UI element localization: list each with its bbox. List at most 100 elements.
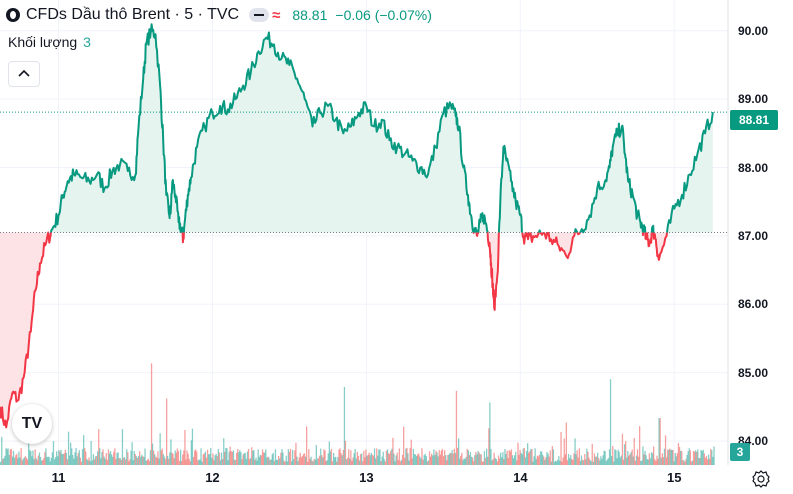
volume-bar: [491, 460, 493, 465]
volume-bar: [20, 448, 22, 465]
volume-bar: [387, 453, 390, 465]
volume-bar: [627, 451, 629, 465]
volume-bar: [642, 446, 644, 465]
volume-bar: [114, 448, 116, 465]
volume-bar: [609, 379, 612, 465]
volume-bar: [123, 457, 126, 465]
volume-bar: [593, 453, 596, 465]
volume-bar: [575, 454, 577, 465]
line-below-baseline: [475, 232, 479, 237]
volume-bar: [557, 459, 559, 465]
volume-bar: [637, 456, 640, 465]
volume-bar: [242, 454, 244, 465]
volume-bar: [444, 450, 446, 465]
volume-bar: [675, 456, 677, 465]
volume-bar: [594, 456, 597, 465]
collapse-legend-button[interactable]: [8, 61, 40, 87]
volume-bar: [645, 455, 647, 465]
volume-bar: [186, 450, 188, 465]
volume-bar: [458, 438, 460, 465]
volume-bar: [657, 458, 659, 465]
volume-bar: [700, 450, 702, 465]
volume-bar: [629, 454, 631, 465]
area-below-baseline: [653, 232, 667, 260]
volume-bar: [587, 451, 589, 465]
volume-bar: [190, 440, 192, 465]
volume-bar: [452, 453, 454, 465]
volume-bar: [161, 448, 163, 465]
volume-bar: [423, 455, 425, 465]
volume-bar: [336, 461, 338, 465]
volume-legend[interactable]: Khối lượng 3: [8, 34, 91, 50]
volume-bar: [681, 451, 683, 465]
volume-bar: [169, 452, 171, 465]
volume-bar: [518, 454, 520, 465]
time-tick-label: 13: [359, 470, 374, 485]
volume-bar: [141, 454, 143, 465]
volume-bar: [338, 449, 340, 465]
time-tick-label: 14: [513, 470, 528, 485]
volume-bar: [439, 454, 441, 465]
line-above-baseline: [497, 144, 523, 233]
volume-bar: [47, 456, 49, 465]
volume-bar: [483, 451, 486, 465]
volume-bar: [607, 458, 610, 465]
symbol-title[interactable]: CFDs Dầu thô Brent · 5 · TVC: [26, 6, 240, 23]
volume-bar: [488, 428, 490, 465]
volume-bar: [251, 447, 253, 465]
volume-bar: [139, 451, 141, 465]
volume-bar: [85, 451, 87, 465]
volume-bar: [623, 444, 626, 465]
volume-bar: [40, 460, 43, 465]
volume-bar: [653, 446, 655, 465]
volume-bar: [595, 456, 598, 465]
settings-gear-icon[interactable]: [752, 470, 770, 488]
volume-bar: [431, 453, 433, 465]
volume-bar: [690, 461, 692, 465]
volume-bar: [659, 418, 661, 465]
volume-bar: [158, 458, 160, 465]
volume-bar: [404, 457, 406, 465]
volume-bar: [317, 458, 320, 465]
volume-bar: [173, 458, 175, 465]
volume-bar: [658, 418, 660, 465]
volume-bar: [196, 451, 198, 465]
volume-bar: [217, 449, 219, 465]
volume-bar: [631, 449, 633, 465]
compare-button[interactable]: ≈: [249, 7, 280, 24]
volume-bar: [10, 448, 13, 465]
volume-bar: [131, 442, 133, 465]
volume-bar: [99, 448, 101, 465]
volume-bar: [296, 456, 298, 465]
volume-bar: [76, 456, 78, 465]
volume-bar: [492, 459, 494, 465]
volume-bar: [341, 455, 343, 465]
volume-bar: [501, 457, 503, 465]
volume-bar: [243, 453, 245, 465]
volume-bar: [73, 458, 75, 465]
volume-bar: [154, 454, 156, 465]
volume-bar: [528, 452, 530, 465]
volume-bar: [321, 455, 323, 465]
line-above-baseline: [573, 228, 579, 233]
volume-bar: [343, 386, 346, 465]
line-below-baseline: [652, 232, 668, 261]
volume-bar: [71, 448, 73, 465]
volume-bar: [136, 458, 139, 465]
volume-bar: [26, 459, 29, 465]
volume-bar: [544, 459, 546, 465]
volume-bar: [692, 451, 695, 465]
volume-bar: [160, 450, 162, 465]
volume-bar: [227, 460, 229, 465]
volume-bar: [417, 454, 419, 465]
volume-bar: [9, 449, 11, 465]
volume-bar: [185, 459, 187, 465]
tradingview-logo-icon[interactable]: TV: [12, 404, 52, 444]
volume-bar: [448, 454, 450, 465]
volume-bar: [612, 446, 614, 465]
volume-bar: [276, 459, 279, 465]
volume-bar: [175, 452, 177, 465]
volume-bar: [565, 422, 567, 465]
volume-bar: [413, 454, 416, 465]
